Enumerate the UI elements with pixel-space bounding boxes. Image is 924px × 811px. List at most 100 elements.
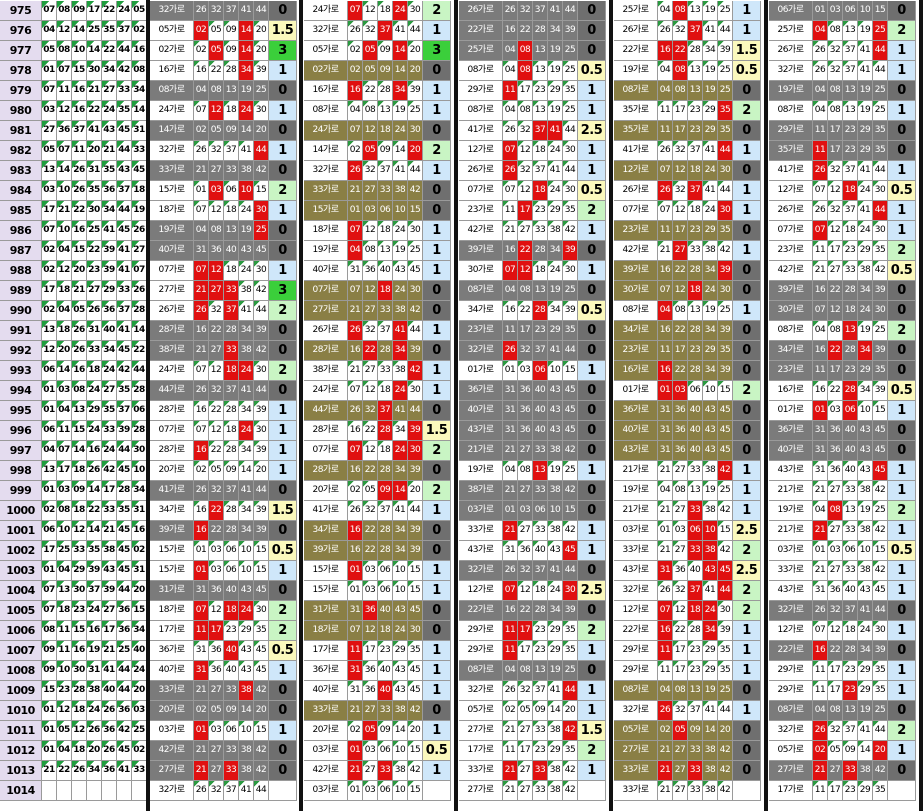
panel-number: 19: [548, 61, 563, 81]
draw-number: 06: [42, 361, 57, 381]
panel-score: 3: [423, 41, 451, 61]
panel-number: 21: [194, 681, 209, 701]
panel-number: 03: [209, 721, 224, 741]
panel-number: 40: [378, 261, 393, 281]
panel-label: 29가로: [459, 641, 503, 661]
panel-score: 1: [423, 21, 451, 41]
panel-number: 40: [224, 581, 239, 601]
panel-number: 32: [518, 161, 533, 181]
panel-number: 30: [254, 101, 269, 121]
panel-number: 41: [239, 381, 254, 401]
panel-number: 12: [209, 261, 224, 281]
draw-number: 17: [57, 461, 72, 481]
panel-label: 24가로: [304, 121, 348, 141]
panel-number: 12: [363, 221, 378, 241]
panel-label: 32가로: [769, 61, 813, 81]
panel-number: 19: [858, 321, 873, 341]
panel-score: 1: [269, 721, 297, 741]
panel-number: 28: [533, 241, 548, 261]
panel-number: 23: [843, 781, 858, 801]
panel-number: 22: [518, 21, 533, 41]
draw-number: 02: [42, 501, 57, 521]
panel-number: 04: [658, 61, 673, 81]
panel-score: 1: [888, 201, 916, 221]
panel-number: 28: [843, 341, 858, 361]
draw-number: 41: [117, 321, 132, 341]
panel-number: 04: [813, 701, 828, 721]
panel-number: 35: [563, 201, 578, 221]
panel-number: 18: [378, 621, 393, 641]
panel-number: 36: [828, 421, 843, 441]
panel-number: 33: [688, 461, 703, 481]
panel-score: 0.5: [269, 541, 297, 561]
panel-score: 1: [269, 261, 297, 281]
panel-number: 05: [363, 141, 378, 161]
panel-score: 2: [269, 361, 297, 381]
panel-number: 27: [828, 521, 843, 541]
draw-number: 17: [102, 621, 117, 641]
panel-number: 35: [718, 661, 733, 681]
panel-number: 03: [209, 541, 224, 561]
panel-number: 38: [239, 761, 254, 781]
panel-number: 28: [688, 321, 703, 341]
panel-score: 2: [578, 621, 606, 641]
panel-label: 36가로: [459, 381, 503, 401]
panel-score: 2.5: [578, 581, 606, 601]
draw-number: 45: [117, 541, 132, 561]
panel-label: 23가로: [769, 361, 813, 381]
panel-number: 35: [563, 641, 578, 661]
panel-number: 21: [813, 521, 828, 541]
panel-number: 44: [563, 681, 578, 701]
row-number: 978: [0, 61, 42, 81]
draw-number: 30: [72, 581, 87, 601]
draw-number: 17: [102, 481, 117, 501]
panel-number: 37: [378, 501, 393, 521]
draw-number: 26: [72, 321, 87, 341]
panel-number: 41: [703, 181, 718, 201]
panel-number: 29: [858, 121, 873, 141]
draw-number: 42: [117, 721, 132, 741]
panel-number: 29: [858, 781, 873, 801]
panel-label: 08가로: [459, 281, 503, 301]
panel-number: 22: [209, 401, 224, 421]
panel-label: 41가로: [150, 481, 194, 501]
panel-number: 41: [393, 21, 408, 41]
panel-number: 45: [873, 441, 888, 461]
panel-number: 02: [194, 461, 209, 481]
panel-label: 40가로: [304, 681, 348, 701]
panel-number: 44: [563, 161, 578, 181]
panel-number: 42: [408, 761, 423, 781]
panel-number: 27: [209, 161, 224, 181]
panel-score: 1: [423, 661, 451, 681]
panel-label: 29가로: [769, 681, 813, 701]
draw-number: 17: [42, 281, 57, 301]
panel-score: 2: [888, 241, 916, 261]
panel-number: 41: [393, 501, 408, 521]
draw-number: 25: [117, 641, 132, 661]
panel-number: 30: [254, 261, 269, 281]
panel-number: 33: [224, 681, 239, 701]
panel-number: 19: [858, 21, 873, 41]
panel-number: 09: [688, 721, 703, 741]
panel-number: 37: [533, 341, 548, 361]
panel-label: 38가로: [150, 341, 194, 361]
panel-label: 03가로: [769, 541, 813, 561]
panel-number: 21: [348, 181, 363, 201]
panel-number: 04: [813, 21, 828, 41]
draw-number: 37: [117, 21, 132, 41]
panel-number: 36: [209, 581, 224, 601]
panel-score: 1: [733, 481, 761, 501]
panel-label: 39가로: [614, 261, 658, 281]
panel-label: 34가로: [459, 301, 503, 321]
panel-label: 16가로: [304, 81, 348, 101]
panel-number: 11: [813, 361, 828, 381]
panel-number: 06: [378, 781, 393, 801]
draw-number: 41: [117, 241, 132, 261]
panel-number: 19: [703, 301, 718, 321]
panel-number: 13: [224, 81, 239, 101]
panel-number: 25: [873, 21, 888, 41]
panel-number: 24: [239, 601, 254, 621]
panel-number: 02: [194, 121, 209, 141]
panel-label: 43가로: [614, 561, 658, 581]
panel-number: 29: [858, 361, 873, 381]
